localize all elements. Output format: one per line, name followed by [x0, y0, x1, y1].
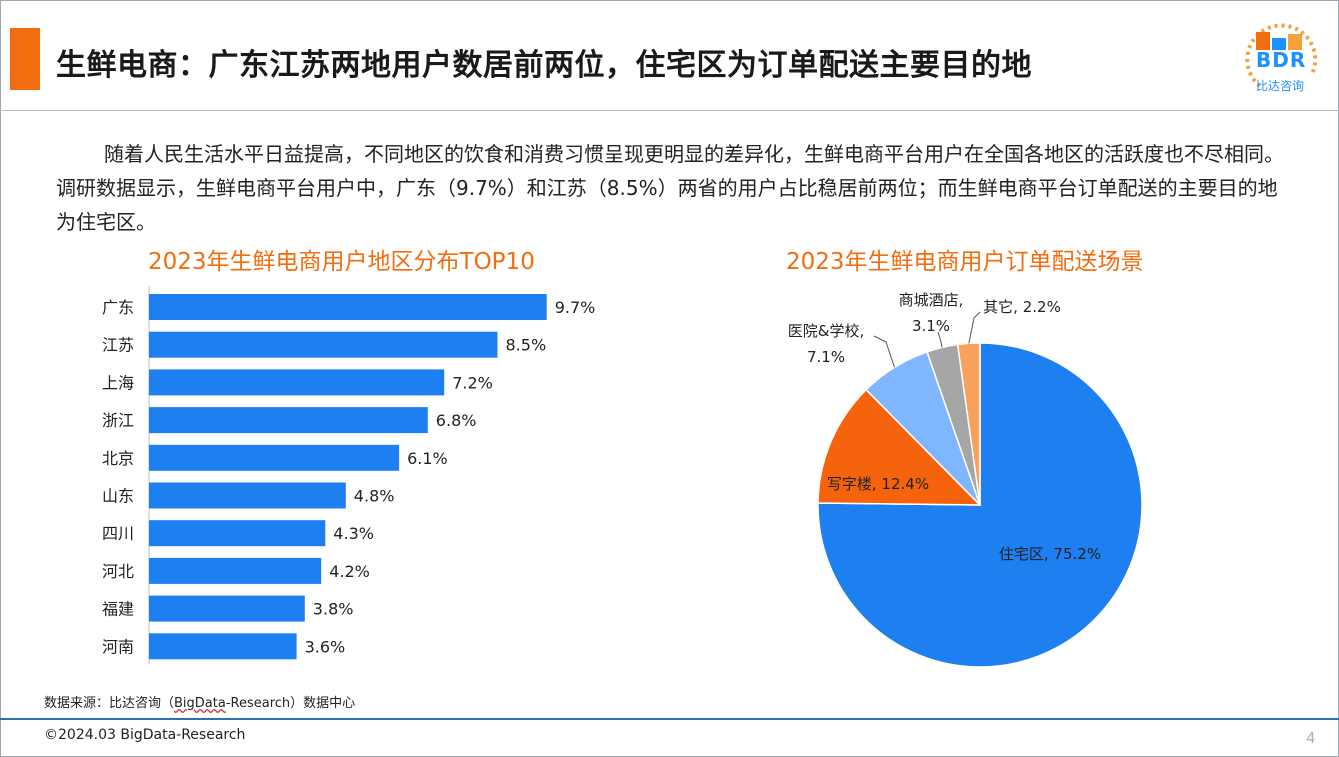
bar-5 [149, 482, 346, 509]
bar-8 [149, 595, 305, 622]
bar-6 [149, 520, 326, 547]
bar-value-label: 6.8% [436, 411, 477, 430]
copyright-text: ©2024.03 BigData-Research [44, 727, 246, 743]
bar-value-label: 9.7% [555, 298, 596, 317]
logo-text: BDR [1256, 48, 1307, 72]
bar-category-label: 河南 [102, 637, 134, 656]
leader-line [937, 331, 943, 348]
page-number: 4 [1306, 729, 1316, 747]
bar-3 [149, 407, 428, 434]
logo-block-orange [1256, 32, 1270, 50]
bar-category-label: 河北 [102, 562, 134, 581]
bar-7 [149, 557, 322, 584]
pie-chart-title: 2023年生鲜电商用户订单配送场景 [786, 249, 1144, 275]
header-divider [0, 110, 1339, 111]
pie-label-1: 写字楼, 12.4% [827, 475, 929, 493]
bar-category-label: 福建 [102, 600, 134, 619]
bar-category-label: 四川 [102, 524, 134, 543]
bar-category-label: 浙江 [102, 411, 134, 430]
page-title: 生鲜电商：广东江苏两地用户数居前两位，住宅区为订单配送主要目的地 [56, 48, 1032, 83]
footer-divider [0, 718, 1339, 720]
bar-4 [149, 444, 400, 471]
intro-paragraph: 随着人民生活水平日益提高，不同地区的饮食和消费习惯呈现更明显的差异化，生鲜电商平… [56, 142, 1284, 234]
pie-slice-0 [817, 342, 1143, 668]
logo-block-yellow [1288, 34, 1302, 50]
bar-chart-title: 2023年生鲜电商用户地区分布TOP10 [148, 249, 535, 275]
bar-category-label: 广东 [102, 298, 134, 317]
bar-9 [149, 633, 297, 660]
leader-line [873, 335, 895, 368]
pie-label-4: 其它, 2.2% [983, 298, 1061, 316]
logo-ring [1245, 23, 1318, 88]
delivery-pie-chart: 住宅区, 75.2% 写字楼, 12.4% 医院&学校, 7.1% 商城酒店, 3.1% 其… [788, 291, 1143, 668]
logo-block-blue [1272, 38, 1286, 50]
pie-label-2: 7.1% [807, 348, 845, 366]
bar-category-label: 北京 [102, 449, 134, 468]
region-bar-chart: 广东 9.7% 江苏 8.5% 上海 7.2% 浙江 6.8% 北京 6.1% 山东 4.8% 四川 4.… [102, 286, 596, 664]
source-suffix: -Research）数据中心 [225, 696, 356, 711]
bar-category-label: 上海 [102, 373, 134, 392]
source-prefix: 数据来源：比达咨询（ [44, 696, 175, 711]
bar-0 [149, 294, 547, 320]
bar-category-label: 山东 [102, 487, 134, 506]
bar-1 [149, 331, 498, 358]
logo-subtext: 比达咨询 [1256, 79, 1305, 93]
title-accent-bar [10, 28, 40, 90]
bar-value-label: 7.2% [452, 373, 493, 392]
leader-line [968, 311, 981, 344]
bdr-logo-icon [1245, 23, 1318, 88]
pie-label-3: 商城酒店, [899, 291, 964, 309]
pie-label-0: 住宅区, 75.2% [999, 545, 1101, 563]
bar-value-label: 3.8% [313, 600, 354, 619]
bar-category-label: 江苏 [102, 336, 134, 355]
pie-slice-1 [817, 388, 982, 506]
bar-value-label: 4.8% [354, 487, 395, 506]
pie-label-2: 医院&学校, [788, 322, 864, 340]
pie-label-3: 3.1% [912, 317, 950, 335]
bar-value-label: 6.1% [407, 449, 448, 468]
bar-value-label: 4.2% [329, 562, 370, 581]
data-source-note: 数据来源：比达咨询（BigData-Research）数据中心 [44, 692, 355, 711]
bar-value-label: 3.6% [305, 637, 346, 656]
bar-value-label: 8.5% [506, 336, 547, 355]
source-underlined: BigData [174, 696, 226, 711]
bar-2 [149, 369, 445, 396]
bar-value-label: 4.3% [333, 524, 374, 543]
